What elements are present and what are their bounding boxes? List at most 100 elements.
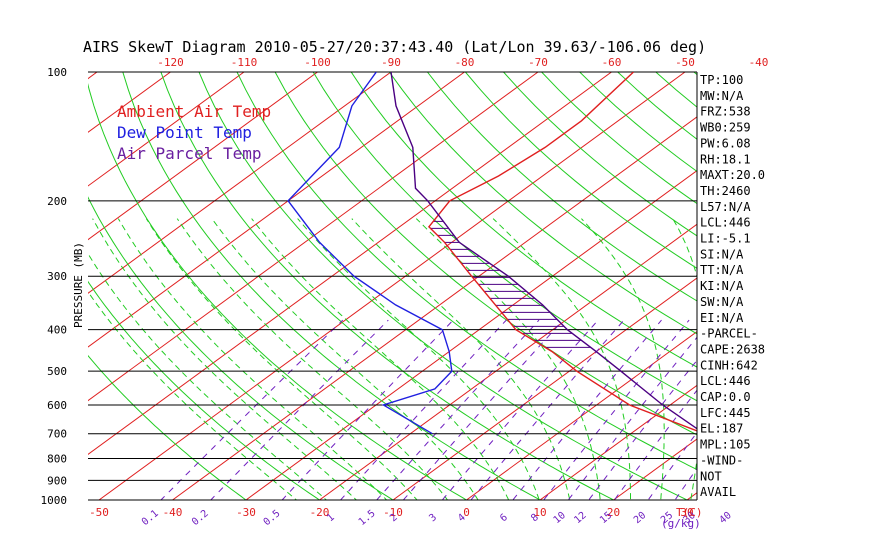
dry-adiabat-line: [88, 82, 468, 500]
mixing-ratio-tick-label: 1: [325, 512, 337, 524]
isotherm-line: [88, 72, 392, 294]
top-temp-tick-label: -70: [528, 56, 548, 69]
pressure-tick-label: 800: [47, 453, 67, 466]
top-temp-tick-label: -80: [455, 56, 475, 69]
top-temp-tick-label: -90: [381, 56, 401, 69]
mixing-ratio-line: [588, 359, 697, 500]
dry-adiabat-line: [122, 72, 542, 500]
isobars: [88, 71, 697, 501]
index-item: KI:N/A: [700, 279, 744, 293]
mixing-ratio-line: [512, 319, 662, 500]
mixing-ratio-tick-label: 20: [632, 510, 648, 526]
dry-adiabat-line: [770, 72, 870, 509]
mixing-ratio-unit-label: (g/kg): [661, 517, 701, 530]
isotherm-line: [466, 331, 697, 500]
top-temp-tick-label: -40: [749, 56, 769, 69]
mixing-ratio-tick-label: 6: [498, 512, 510, 524]
mixing-ratio-tick-label: 12: [572, 510, 588, 526]
index-item: FRZ:538: [700, 105, 751, 119]
moist-adiabat-line: [778, 219, 870, 510]
pressure-tick-label: 300: [47, 270, 67, 283]
isotherm-line: [88, 72, 539, 402]
pressure-tick-label: 400: [47, 324, 67, 337]
isotherm-line: [88, 72, 612, 455]
top-temp-tick-label: -110: [231, 56, 258, 69]
isotherm-line: [834, 72, 870, 500]
dry-adiabat-line: [312, 72, 697, 402]
isotherms: [0, 72, 870, 500]
mixing-ratio-tick-label: 1.5: [357, 508, 378, 528]
pressure-tick-label: 500: [47, 365, 67, 378]
mixing-ratio-line: [402, 319, 564, 500]
mixing-ratio-line: [613, 389, 697, 500]
bottom-temp-tick-label: -50: [89, 506, 109, 519]
moist-adiabat-line: [145, 218, 418, 500]
mixing-ratio-line: [210, 319, 389, 500]
index-item: TT:N/A: [700, 263, 744, 277]
index-item: TP:100: [700, 73, 743, 87]
temperature-unit-label: T(C): [676, 506, 703, 519]
top-temperature-axis: -120 -110 -100 -90 -80 -70 -60 -50 -40: [157, 56, 768, 69]
mixing-ratio-lines: [160, 319, 697, 500]
moist-adiabat-line: [251, 218, 510, 500]
dry-adiabat-line: [427, 72, 697, 302]
mixing-ratio-line: [281, 319, 454, 500]
isotherm-line: [539, 384, 697, 500]
dry-adiabat-line: [732, 72, 870, 509]
bottom-temp-tick-label: -40: [163, 506, 183, 519]
mixing-ratio-line: [376, 319, 540, 500]
temperature-line: [427, 72, 697, 432]
pressure-tick-label: 200: [47, 195, 67, 208]
parcel-line: [390, 72, 697, 430]
chart-legend: Ambient Air Temp Dew Point Temp Air Parc…: [117, 102, 271, 163]
index-item: LCL:446: [700, 216, 751, 230]
dry-adiabats: [88, 72, 870, 509]
legend-air-parcel-temp: Air Parcel Temp: [117, 144, 262, 163]
dewpoint-line: [287, 72, 453, 435]
dry-adiabat-line: [388, 72, 697, 335]
top-temp-tick-label: -50: [675, 56, 695, 69]
mixing-ratio-line: [674, 467, 697, 500]
mixing-ratio-tick-label: 4: [456, 512, 468, 524]
isotherm-line: [172, 116, 697, 500]
moist-adiabats: [88, 218, 870, 510]
index-item: L57:N/A: [700, 200, 751, 214]
bottom-temp-tick-label: -20: [310, 506, 330, 519]
index-item: SW:N/A: [700, 295, 744, 309]
legend-dew-point-temp: Dew Point Temp: [117, 123, 252, 142]
mixing-ratio-line: [567, 336, 697, 500]
top-temp-tick-label: -100: [304, 56, 331, 69]
mixing-ratio-tick-label: 0.2: [190, 508, 211, 528]
mixing-ratio-tick-label: 3: [427, 512, 439, 524]
bottom-temp-tick-label: 10: [533, 506, 546, 519]
bottom-temp-tick-label: -30: [236, 506, 256, 519]
moist-adiabat-line: [176, 218, 449, 500]
mixing-ratio-line: [470, 319, 625, 500]
moist-adiabat-line: [88, 290, 298, 500]
moist-adiabat-line: [88, 252, 328, 500]
index-item: CINH:642: [700, 358, 758, 372]
top-temp-tick-label: -120: [157, 56, 184, 69]
index-item: MPL:105: [700, 438, 751, 452]
moist-adiabat-line: [117, 218, 388, 500]
isotherm-line: [88, 72, 465, 348]
dry-adiabat-line: [846, 72, 870, 509]
moist-adiabat-line: [492, 218, 631, 500]
dry-adiabat-line: [274, 72, 697, 436]
index-item: -WIND-: [700, 453, 743, 467]
dry-adiabat-line: [160, 72, 615, 500]
mixing-ratio-tick-label: 2: [388, 512, 400, 524]
index-item: MW:N/A: [700, 89, 744, 103]
dry-adiabat-line: [198, 72, 689, 500]
bottom-temp-tick-label: 20: [607, 506, 620, 519]
isotherm-line: [98, 72, 686, 500]
mixing-ratio-line: [339, 319, 507, 500]
index-item: WB0:259: [700, 121, 751, 135]
pressure-axis: 100 200 300 400 500 600 700 800 900 1000: [41, 66, 68, 507]
cape-hatching: [430, 220, 591, 348]
pressure-axis-label: PRESSURE (MB): [72, 242, 85, 328]
isotherm-line: [319, 223, 697, 500]
isotherm-line: [0, 72, 24, 500]
